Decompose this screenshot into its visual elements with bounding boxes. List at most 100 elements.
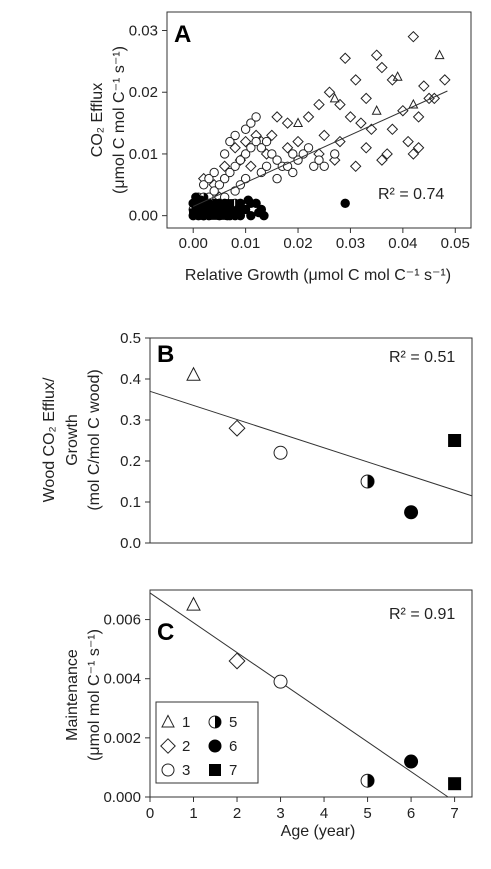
legend-marker-1 — [161, 714, 175, 728]
panel-a-xlabel: Relative Growth (μmol C mol C⁻¹ s⁻¹) — [185, 267, 451, 284]
panel-b-ylabel-1: Wood CO₂ Efflux/ — [41, 377, 58, 502]
panel-b-point-0 — [186, 366, 201, 381]
panel-c-label: C — [157, 619, 174, 646]
c-xt-label-4: 4 — [320, 805, 328, 822]
panel-b: B R² = 0.51 0.0 0.1 0.2 0.3 0.4 0.5 Wood CO₂ … — [41, 330, 473, 552]
a-xt-label-0: 0.00 — [179, 235, 208, 252]
panel-a-marks — [188, 30, 451, 221]
panel-c-point-4 — [404, 754, 419, 769]
panel-a-point-s3-29 — [225, 136, 235, 147]
panel-c-fit-line — [149, 592, 449, 798]
panel-a-point-s3-20 — [298, 149, 308, 159]
panel-a-point-s3-13 — [261, 136, 272, 147]
panel-a-point-s3-18 — [288, 167, 298, 178]
panel-a-point-s3-30 — [230, 130, 240, 141]
panel-a-point-s3-8 — [235, 155, 246, 165]
b-yt-label-3: 0.3 — [120, 412, 141, 429]
panel-a-point-s2-30 — [229, 142, 241, 154]
panel-a-point-s7-2 — [194, 196, 203, 205]
panel-b-marks — [149, 366, 473, 520]
panel-a-point-s7-14 — [225, 199, 235, 208]
panel-b-r2: R² = 0.51 — [389, 349, 455, 366]
legend-marker-5-fill — [215, 716, 221, 728]
panel-a-point-s7-3 — [196, 211, 206, 220]
panel-a-point-s1-1 — [392, 71, 403, 81]
panel-a-point-s2-0 — [407, 30, 420, 43]
panel-a-label: A — [174, 21, 191, 48]
panel-a-fit-line — [193, 90, 448, 207]
panel-a-point-s7-13 — [223, 208, 232, 217]
panel-a-point-s1-0 — [434, 49, 445, 60]
panel-a-point-s2-12 — [376, 61, 388, 74]
c-xt-label-0: 0 — [146, 805, 154, 822]
panel-a-point-s6-0 — [340, 198, 350, 209]
panel-a-point-s2-13 — [334, 98, 346, 111]
panel-a-point-s3-26 — [204, 173, 214, 184]
panel-a-yticks: 0.00 0.01 0.02 0.03 — [129, 23, 167, 225]
panel-a-point-s3-14 — [267, 149, 277, 159]
panel-a-point-s7-10 — [215, 205, 224, 214]
panel-a-point-s2-31 — [318, 129, 330, 142]
c-yt-label-1: 0.002 — [103, 730, 141, 747]
panel-a-point-s3-42 — [272, 173, 282, 184]
panel-a-point-s2-23 — [407, 148, 420, 160]
panel-a-point-s2-21 — [365, 123, 378, 136]
panel-a-point-s2-6 — [439, 74, 451, 86]
panel-b-point-4 — [404, 505, 419, 520]
panel-c-yticks: 0.000 0.002 0.004 0.006 — [103, 612, 150, 806]
b-yt-label-2: 0.2 — [120, 453, 141, 470]
panel-a-point-s3-44 — [261, 161, 272, 171]
panel-a-point-s2-3 — [349, 74, 362, 86]
panel-c-r2: R² = 0.91 — [389, 606, 455, 623]
panel-a-point-s7-0 — [189, 208, 198, 217]
panel-a-point-s3-9 — [240, 149, 251, 159]
panel-b-point-5 — [448, 434, 462, 447]
panel-a-point-s2-18 — [397, 104, 409, 117]
b-yt-label-4: 0.4 — [120, 371, 141, 388]
panel-c-point-3 — [360, 773, 375, 788]
a-xt-label-3: 0.03 — [336, 235, 365, 252]
legend: 1 5 2 6 3 7 — [160, 714, 237, 779]
panel-b-fit-line — [149, 390, 473, 497]
c-xt-label-7: 7 — [450, 805, 458, 822]
panel-a-point-s2-45 — [328, 154, 341, 166]
panel-a-point-s2-4 — [386, 74, 399, 86]
panel-a-point-s1-4 — [371, 105, 382, 115]
a-xt-label-2: 0.02 — [283, 235, 312, 252]
panel-a-point-s2-9 — [323, 86, 336, 98]
panel-a-point-s2-25 — [381, 148, 393, 160]
panel-a-point-s3-7 — [230, 161, 240, 171]
c-xt-label-2: 2 — [233, 805, 241, 822]
panel-c: C R² = 0.91 1 52 63 7 0.0000.0020.0040.006 … — [64, 589, 473, 840]
a-yt-label-2: 0.02 — [129, 84, 158, 101]
panel-a-point-s6-23 — [259, 210, 269, 221]
panel-a-point-s1-3 — [408, 98, 419, 109]
panel-a-point-s2-26 — [266, 129, 278, 142]
panel-a-point-s2-1 — [370, 49, 383, 61]
panel-a-point-s6-12 — [246, 210, 256, 221]
panel-a-point-s2-5 — [418, 80, 430, 92]
panel-c-point-1 — [228, 652, 246, 670]
b-yt-label-5: 0.5 — [120, 330, 141, 347]
panel-a-point-s2-27 — [271, 111, 283, 123]
panel-a-point-s7-12 — [220, 202, 229, 211]
panel-a-point-s3-15 — [272, 155, 282, 165]
b-yt-label-0: 0.0 — [120, 535, 141, 552]
c-yt-label-0: 0.000 — [103, 789, 141, 806]
panel-a-point-s2-40 — [360, 142, 372, 154]
panel-a-point-s3-27 — [209, 167, 219, 178]
panel-c-xticks: 0 1 2 3 4 5 6 7 — [146, 797, 459, 822]
panel-c-frame — [149, 589, 473, 798]
panel-a-point-s3-22 — [309, 161, 319, 171]
panel-a-point-s3-24 — [319, 161, 329, 171]
panel-a-point-s3-23 — [314, 155, 324, 165]
panel-a-point-s6-28 — [233, 204, 243, 215]
panel-a-point-s7-1 — [191, 202, 201, 211]
panel-a-point-s2-29 — [239, 135, 252, 148]
panel-a-point-s3-45 — [330, 149, 340, 159]
panel-a-point-s3-11 — [251, 136, 261, 147]
panel-a-point-s3-28 — [219, 149, 230, 159]
panel-a-point-s2-11 — [360, 92, 372, 105]
panel-a-point-s7-8 — [209, 211, 219, 220]
legend-marker-5 — [208, 715, 222, 729]
